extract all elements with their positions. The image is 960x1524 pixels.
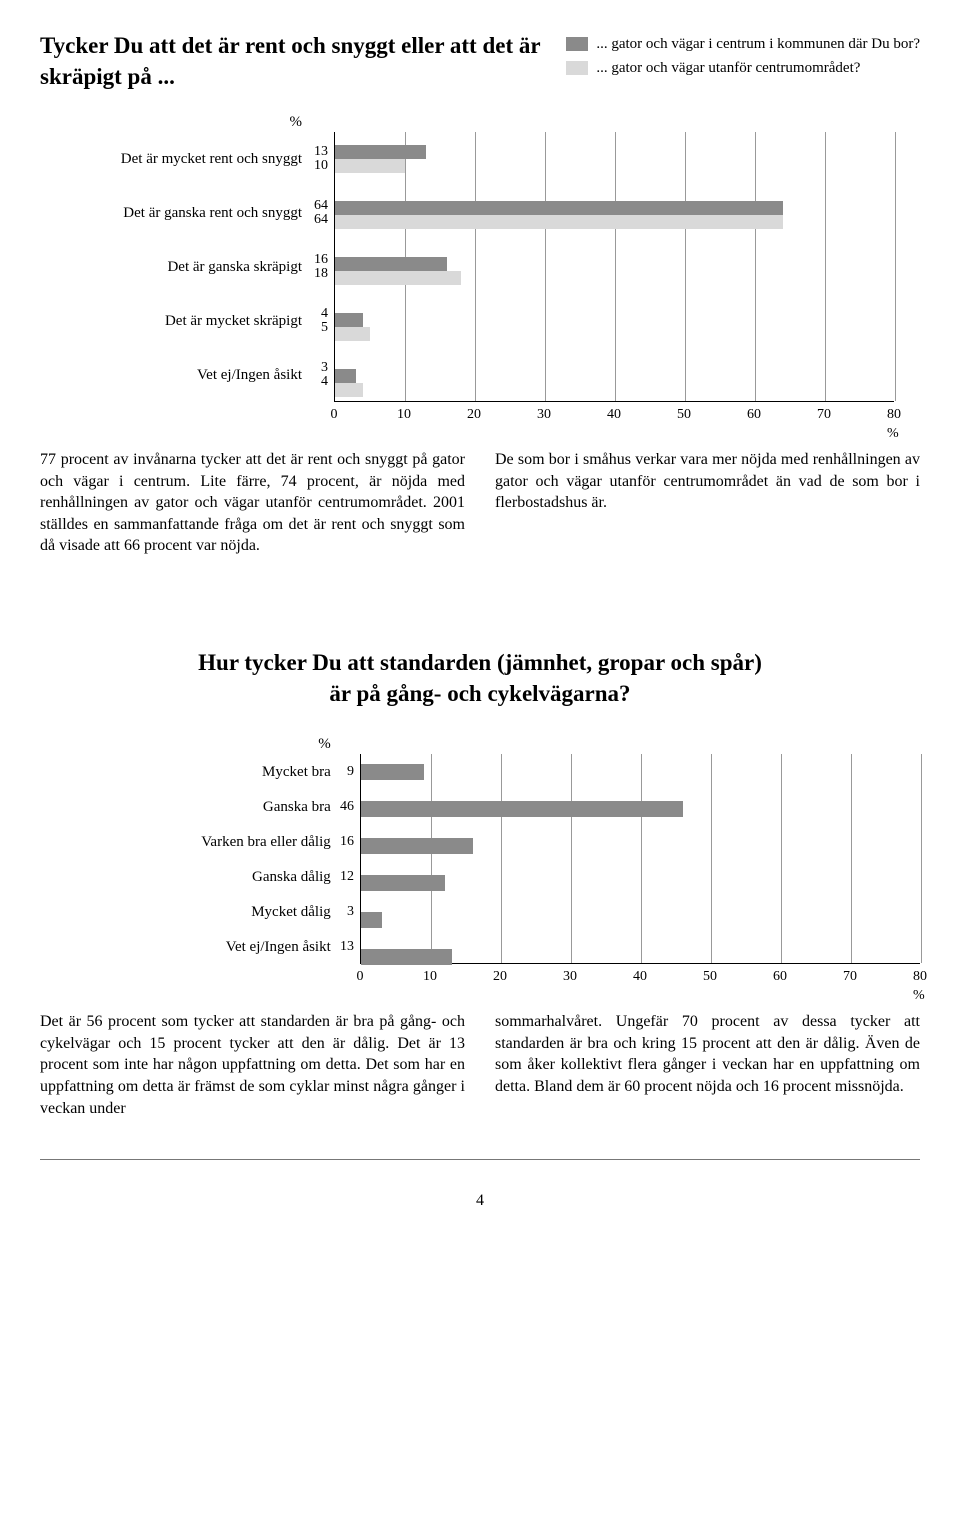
chart1-legend: ... gator och vägar i centrum i kommunen… <box>566 34 920 83</box>
footer-rule <box>40 1159 920 1160</box>
plot-area <box>334 132 894 402</box>
x-axis-tick: 70 <box>817 406 831 425</box>
chart-bar <box>335 257 447 271</box>
x-axis-tick: 30 <box>563 968 577 987</box>
bar-value-label: 16 <box>339 834 354 850</box>
y-axis-label: Vet ej/Ingen åsikt <box>197 348 302 402</box>
legend-label: ... gator och vägar i centrum i kommunen… <box>596 34 920 54</box>
section1-title: Tycker Du att det är rent och snyggt ell… <box>40 30 546 92</box>
y-axis-label: Det är ganska skräpigt <box>167 240 302 294</box>
pct-symbol: % <box>288 112 303 132</box>
chart-bar <box>335 159 405 173</box>
chart-bar <box>335 201 783 215</box>
chart-bar <box>335 145 426 159</box>
bar-value-label: 9 <box>339 764 354 780</box>
x-axis-tick: 0 <box>357 968 364 987</box>
bar-value-label: 3 <box>339 904 354 920</box>
y-axis-label: Mycket bra <box>262 754 331 789</box>
legend-swatch <box>566 37 588 51</box>
chart2: %Mycket braGanska braVarken bra eller då… <box>160 734 920 986</box>
bar-value-label: 3 <box>310 361 328 375</box>
x-axis-tick: 50 <box>677 406 691 425</box>
x-axis-tick: 50 <box>703 968 717 987</box>
chart1: %Det är mycket rent och snyggtDet är gan… <box>100 112 920 424</box>
pct-symbol: % <box>316 734 331 754</box>
x-axis-tick: 0 <box>331 406 338 425</box>
y-axis-label: Ganska bra <box>263 789 331 824</box>
bar-value-label: 64 <box>310 199 328 213</box>
chart-bar <box>335 369 356 383</box>
chart-bar <box>361 838 473 854</box>
chart-bar <box>361 949 452 965</box>
chart-bar <box>361 764 424 780</box>
x-axis-tick: 30 <box>537 406 551 425</box>
y-axis-label: Det är mycket skräpigt <box>165 294 302 348</box>
y-axis-label: Det är mycket rent och snyggt <box>121 132 302 186</box>
chart-bar <box>361 912 382 928</box>
x-axis-tick: 80 % <box>913 968 927 1006</box>
bar-value-label: 12 <box>339 869 354 885</box>
x-axis-tick: 10 <box>397 406 411 425</box>
x-axis-tick: 70 <box>843 968 857 987</box>
x-axis-tick: 20 <box>493 968 507 987</box>
chart-bar <box>335 271 461 285</box>
y-axis-label: Vet ej/Ingen åsikt <box>226 929 331 964</box>
section2-body-right: sommarhalvåret. Ungefär 70 procent av de… <box>495 1011 920 1119</box>
plot-area <box>360 754 920 964</box>
section1-body-left: 77 procent av invånarna tycker att det ä… <box>40 449 465 557</box>
x-axis-tick: 60 <box>747 406 761 425</box>
chart-bar <box>361 875 445 891</box>
bar-value-label: 13 <box>339 939 354 955</box>
x-axis-tick: 40 <box>633 968 647 987</box>
y-axis-label: Varken bra eller dålig <box>201 824 331 859</box>
bar-value-label: 18 <box>310 267 328 281</box>
page-number: 4 <box>40 1190 920 1212</box>
section2-body-left: Det är 56 procent som tycker att standar… <box>40 1011 465 1119</box>
bar-value-label: 5 <box>310 321 328 335</box>
section1-body-right: De som bor i småhus verkar vara mer nöjd… <box>495 449 920 557</box>
chart-bar <box>335 215 783 229</box>
x-axis-tick: 40 <box>607 406 621 425</box>
legend-swatch <box>566 61 588 75</box>
legend-item: ... gator och vägar i centrum i kommunen… <box>566 34 920 54</box>
x-axis-tick: 80 % <box>887 406 901 444</box>
y-axis-label: Mycket dålig <box>251 894 331 929</box>
bar-value-label: 46 <box>339 799 354 815</box>
chart-bar <box>335 327 370 341</box>
bar-value-label: 4 <box>310 375 328 389</box>
chart-bar <box>335 383 363 397</box>
chart-bar <box>361 801 683 817</box>
x-axis-tick: 20 <box>467 406 481 425</box>
bar-value-label: 4 <box>310 307 328 321</box>
y-axis-label: Ganska dålig <box>252 859 331 894</box>
bar-value-label: 10 <box>310 159 328 173</box>
x-axis-tick: 10 <box>423 968 437 987</box>
legend-item: ... gator och vägar utanför centrumområd… <box>566 58 920 78</box>
x-axis-tick: 60 <box>773 968 787 987</box>
y-axis-label: Det är ganska rent och snyggt <box>123 186 302 240</box>
section2-title: Hur tycker Du att standarden (jämnhet, g… <box>40 647 920 709</box>
chart-bar <box>335 313 363 327</box>
bar-value-label: 16 <box>310 253 328 267</box>
legend-label: ... gator och vägar utanför centrumområd… <box>596 58 860 78</box>
bar-value-label: 64 <box>310 213 328 227</box>
bar-value-label: 13 <box>310 145 328 159</box>
